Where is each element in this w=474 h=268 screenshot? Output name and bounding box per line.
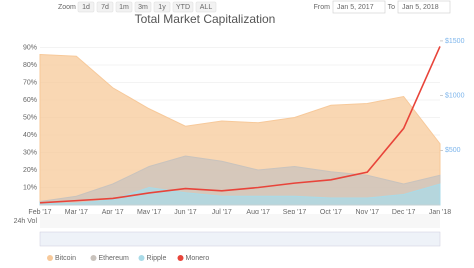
to-date[interactable]: Jan 5, 2018 <box>402 4 439 11</box>
from-label: From <box>314 4 331 11</box>
x-tick-label: Nov '17 <box>356 209 380 216</box>
zoom-button[interactable] <box>77 1 95 13</box>
legend-marker[interactable] <box>47 255 53 261</box>
series-area <box>39 183 441 206</box>
volume-strip <box>40 214 440 228</box>
zoom-button-label[interactable]: YTD <box>176 4 190 11</box>
zoom-button[interactable] <box>195 1 217 13</box>
y-tick-label: 20% <box>23 167 37 174</box>
legend-label[interactable]: Monero <box>186 255 210 262</box>
y-tick-label: 60% <box>23 97 37 104</box>
zoom-button[interactable] <box>115 1 133 13</box>
x-tick-label: May '17 <box>137 209 161 216</box>
legend-marker[interactable] <box>90 255 97 261</box>
navigator[interactable] <box>39 231 441 247</box>
x-tick-label: Mar '17 <box>65 209 88 216</box>
zoom-button[interactable] <box>172 1 194 13</box>
legend-label[interactable]: Ethereum <box>99 255 130 262</box>
x-tick-label: Oct '17 <box>320 209 342 216</box>
y2-tick-label: $500 <box>445 147 461 154</box>
x-tick-label: Feb '17 <box>28 209 51 216</box>
legend-label[interactable]: Ripple <box>147 255 167 262</box>
volume-label: 24h Vol <box>14 218 38 225</box>
x-tick-label: Dec '17 <box>392 209 416 216</box>
y-tick-label: 50% <box>23 114 37 121</box>
zoom-button[interactable] <box>96 1 114 13</box>
x-tick-label: Sep '17 <box>283 209 307 216</box>
from-input[interactable] <box>332 0 386 14</box>
to-label: To <box>388 4 396 11</box>
chart-title: Total Market Capitalization <box>135 12 276 26</box>
y-tick-label: 30% <box>23 149 37 156</box>
zoom-button[interactable] <box>153 1 171 13</box>
zoom-label: Zoom <box>58 4 76 11</box>
x-tick-label: Jan '18 <box>429 209 451 216</box>
zoom-button[interactable] <box>134 1 152 13</box>
zoom-button-label[interactable]: ALL <box>200 4 213 11</box>
y2-tick-label: $1000 <box>445 92 465 99</box>
zoom-button-label[interactable]: 3m <box>138 4 148 11</box>
zoom-button-label[interactable]: 1y <box>158 4 166 11</box>
y-tick-label: 40% <box>23 132 37 139</box>
x-tick-label: Jun '17 <box>174 209 196 216</box>
x-tick-label: Apr '17 <box>102 209 124 216</box>
legend-marker[interactable] <box>138 255 145 261</box>
y2-tick-label: $1500 <box>445 38 465 45</box>
to-input[interactable] <box>397 0 451 14</box>
y-tick-label: 90% <box>23 44 37 51</box>
zoom-button-label[interactable]: 7d <box>101 4 109 11</box>
y-tick-label: 10% <box>23 184 37 191</box>
series-line <box>39 46 441 204</box>
zoom-button-label[interactable]: 1m <box>119 4 129 11</box>
legend-marker[interactable] <box>177 255 184 261</box>
from-date[interactable]: Jan 5, 2017 <box>337 4 374 11</box>
y-tick-label: 70% <box>23 79 37 86</box>
zoom-button-label[interactable]: 1d <box>82 4 90 11</box>
x-tick-label: Aug '17 <box>246 209 270 216</box>
x-tick-label: Jul '17 <box>212 209 232 216</box>
legend-label[interactable]: Bitcoin <box>55 255 76 262</box>
y-tick-label: 80% <box>23 62 37 69</box>
